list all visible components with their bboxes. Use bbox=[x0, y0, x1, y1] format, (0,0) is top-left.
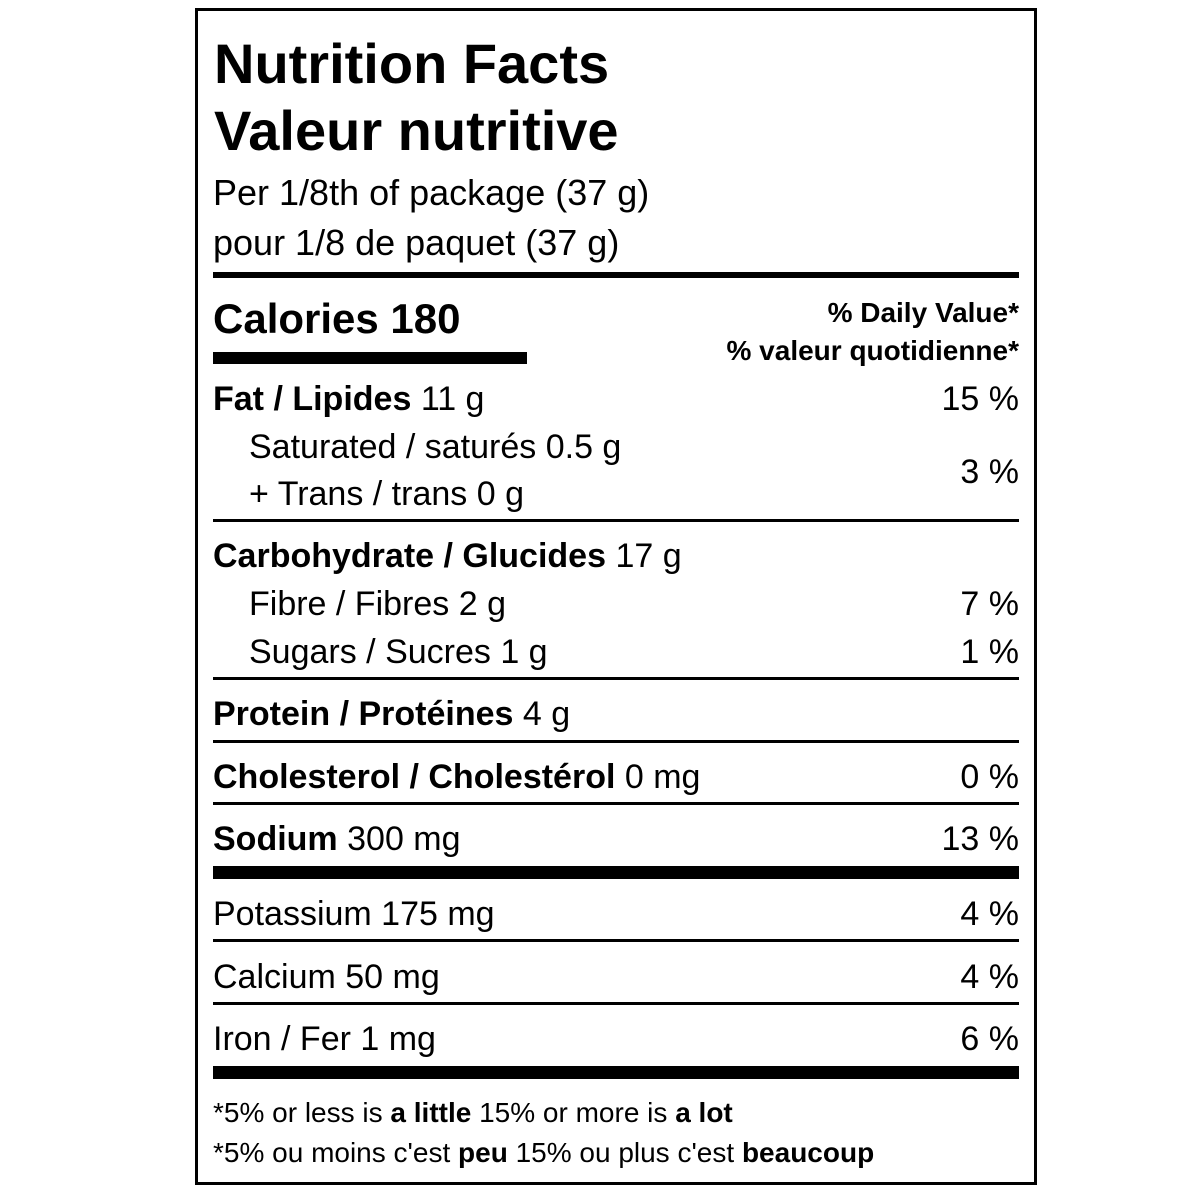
calories-value: 180 bbox=[390, 295, 461, 342]
divider bbox=[213, 677, 1019, 680]
sugars-row: Sugars / Sucres 1 g bbox=[249, 633, 548, 671]
serving-size-en: Per 1/8th of package (37 g) bbox=[213, 172, 650, 213]
nutrition-facts-panel bbox=[195, 8, 1037, 1185]
calories-bar bbox=[213, 352, 527, 364]
daily-value-heading-en: % Daily Value* bbox=[827, 297, 1019, 328]
divider bbox=[213, 519, 1019, 522]
potassium-dv: 4 % bbox=[960, 895, 1019, 933]
divider bbox=[213, 1002, 1019, 1005]
serving-size-fr: pour 1/8 de paquet (37 g) bbox=[213, 222, 620, 263]
calories: Calories 180 bbox=[213, 298, 461, 340]
iron-dv: 6 % bbox=[960, 1020, 1019, 1058]
saturated-row: Saturated / saturés 0.5 g bbox=[249, 428, 622, 466]
trans-row: + Trans / trans 0 g bbox=[249, 475, 524, 513]
daily-value-heading-fr: % valeur quotidienne* bbox=[726, 335, 1020, 366]
footnote-fr: *5% ou moins c'est peu 15% ou plus c'est… bbox=[213, 1137, 875, 1168]
fat-row: Fat / Lipides 11 g bbox=[213, 380, 485, 418]
sat-trans-dv: 3 % bbox=[960, 453, 1019, 491]
sodium-row: Sodium 300 mg bbox=[213, 820, 461, 858]
calcium-row: Calcium 50 mg bbox=[213, 958, 440, 996]
carbohydrate-row: Carbohydrate / Glucides 17 g bbox=[213, 537, 682, 575]
thick-divider bbox=[213, 272, 1019, 278]
calories-label: Calories bbox=[213, 295, 379, 342]
cholesterol-dv: 0 % bbox=[960, 758, 1019, 796]
divider bbox=[213, 802, 1019, 805]
iron-row: Iron / Fer 1 mg bbox=[213, 1020, 436, 1058]
protein-row: Protein / Protéines 4 g bbox=[213, 695, 571, 733]
potassium-row: Potassium 175 mg bbox=[213, 895, 495, 933]
fibre-dv: 7 % bbox=[960, 585, 1019, 623]
thick-divider bbox=[213, 1066, 1019, 1079]
divider bbox=[213, 740, 1019, 743]
title-en: Nutrition Facts bbox=[214, 32, 610, 95]
thick-divider bbox=[213, 866, 1019, 879]
footnote-en: *5% or less is a little 15% or more is a… bbox=[213, 1097, 733, 1128]
fibre-row: Fibre / Fibres 2 g bbox=[249, 585, 506, 623]
sugars-dv: 1 % bbox=[960, 633, 1019, 671]
divider bbox=[213, 939, 1019, 942]
sodium-dv: 13 % bbox=[941, 820, 1020, 858]
fat-dv: 15 % bbox=[941, 380, 1020, 418]
cholesterol-row: Cholesterol / Cholestérol 0 mg bbox=[213, 758, 701, 796]
calcium-dv: 4 % bbox=[960, 958, 1019, 996]
title-fr: Valeur nutritive bbox=[214, 99, 619, 162]
